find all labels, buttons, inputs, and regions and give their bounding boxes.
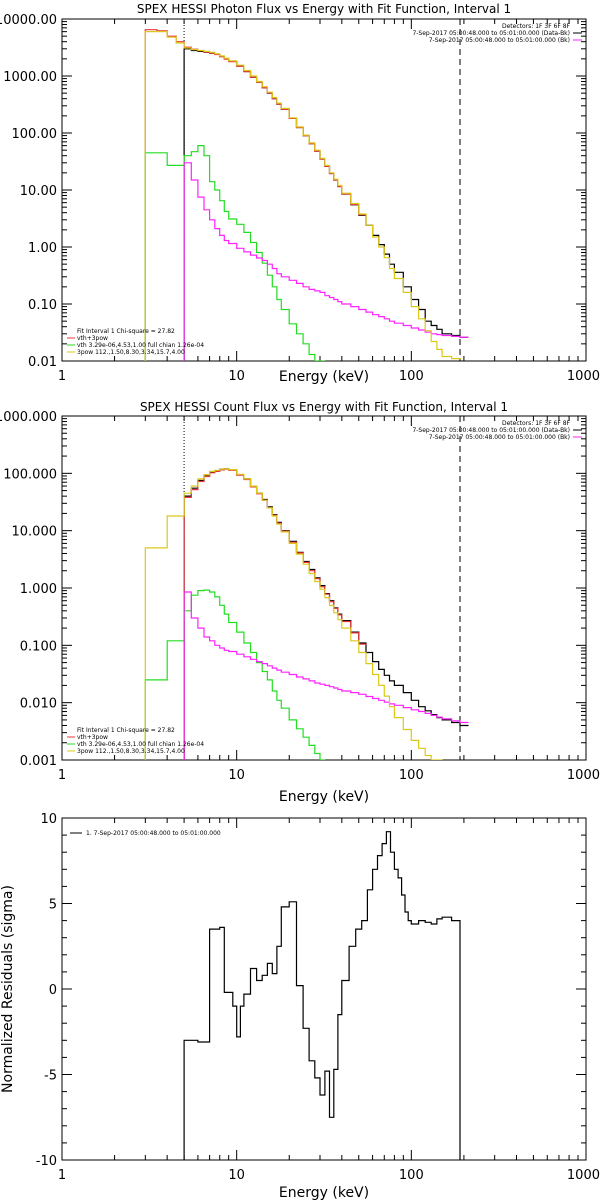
y-tick-label: 1000.00: [3, 70, 57, 85]
x-tick-label: 1000: [567, 369, 600, 384]
x-axis-label: Energy (keV): [279, 1185, 369, 1200]
info-left-line: vth 3.29e-06,4.53,1.00 full chian 1.26e-…: [77, 741, 204, 748]
panel-photon-flux: SPEX HESSI Photon Flux vs Energy with Fi…: [0, 2, 600, 385]
info-right-line: Detectors: 1F 3F 6F 8F: [502, 420, 571, 427]
info-right-line: 7-Sep-2017 05:00:48.000 to 05:01:00.000 …: [412, 30, 570, 37]
x-tick-label: 100: [399, 1168, 424, 1183]
series-vth-3pow-line: [183, 468, 367, 760]
y-tick-label: 1000.000: [0, 410, 57, 425]
x-tick-label: 100: [399, 768, 424, 783]
series-data-bk-line: [183, 48, 469, 361]
y-tick-label: 5: [49, 898, 57, 913]
y-tick-label: 1.000: [20, 582, 57, 597]
series-vth-line: [144, 589, 326, 760]
info-left-line: vth+3pow: [77, 335, 108, 342]
y-tick-label: -5: [44, 1069, 57, 1084]
series-group: [144, 29, 469, 361]
info-right-line: 7-Sep-2017 05:00:48.000 to 05:01:00.000 …: [429, 37, 570, 44]
y-tick-label: 10000.00: [0, 13, 57, 28]
y-tick-label: 10: [40, 812, 57, 827]
panel-count-flux: SPEX HESSI Count Flux vs Energy with Fit…: [0, 400, 600, 805]
x-tick-label: 1: [58, 768, 66, 783]
info-left-line: 3pow 112.,1.50,8.30,3.34,15.7,4.00: [77, 748, 185, 755]
y-tick-label: 0.10: [28, 298, 57, 313]
y-tick-label: 0.010: [20, 697, 57, 712]
chart-title: SPEX HESSI Photon Flux vs Energy with Fi…: [137, 2, 511, 16]
plot-frame: [61, 18, 587, 362]
y-tick-label: 0.01: [28, 355, 57, 370]
info-right-line: 7-Sep-2017 05:00:48.000 to 05:01:00.000 …: [429, 434, 570, 441]
series-model-line: [144, 468, 443, 760]
info-left-line: vth 3.29e-06,4.53,1.00 full chian 1.26e-…: [77, 342, 204, 349]
y-tick-label: 0.100: [20, 639, 57, 654]
series-group: [183, 831, 461, 1160]
x-tick-label: 100: [399, 369, 424, 384]
legend-label: 1. 7-Sep-2017 05:00:48.000 to 05:01:00.0…: [86, 830, 221, 837]
y-tick-label: 10.00: [20, 184, 57, 199]
info-left-line: vth+3pow: [77, 734, 108, 741]
info-right-line: 7-Sep-2017 05:00:48.000 to 05:01:00.000 …: [412, 427, 570, 434]
series-3pow-line: [183, 162, 469, 361]
y-tick-label: 1.00: [28, 241, 57, 256]
series-data-bk-line: [183, 468, 469, 760]
x-tick-label: 1000: [567, 1168, 600, 1183]
y-tick-label: 0: [49, 983, 57, 998]
y-axis-label: Normalized Residuals (sigma): [0, 885, 16, 1093]
series-residuals-line: [183, 831, 461, 1160]
panel-residuals: 1 10 100 1000 -10 -5 0 5 10 Energy (keV) Normalize…: [0, 812, 600, 1200]
info-left-line: 3pow 112.,1.50,8.30,3.34,15.7,4.00: [77, 349, 185, 356]
info-left-line: Fit Interval 1 Chi-square = 27.82: [77, 328, 175, 335]
y-tick-label: 100.00: [12, 127, 58, 142]
x-tick-label: 1: [58, 369, 66, 384]
info-left-line: Fit Interval 1 Chi-square = 27.82: [77, 727, 175, 734]
series-3pow-line: [183, 591, 469, 760]
plot-frame: [61, 415, 587, 761]
x-tick-label: 10: [228, 768, 245, 783]
y-tick-label: 0.001: [20, 754, 57, 769]
info-right-line: Detectors: 1F 3F 6F 8F: [502, 23, 571, 30]
series-model-line: [144, 31, 462, 361]
plot-frame: [61, 817, 587, 1161]
y-tick-label: -10: [36, 1154, 57, 1169]
chart-title: SPEX HESSI Count Flux vs Energy with Fit…: [140, 400, 508, 414]
x-tick-label: 10: [228, 369, 245, 384]
x-axis-label: Energy (keV): [279, 789, 369, 805]
y-tick-label: 10.000: [12, 525, 58, 540]
x-tick-label: 1000: [567, 768, 600, 783]
series-vth-line: [144, 145, 326, 361]
x-tick-label: 10: [228, 1168, 245, 1183]
x-tick-label: 1: [58, 1168, 66, 1183]
x-axis-label: Energy (keV): [279, 369, 369, 385]
series-group: [144, 468, 469, 760]
y-tick-label: 100.000: [3, 467, 57, 482]
